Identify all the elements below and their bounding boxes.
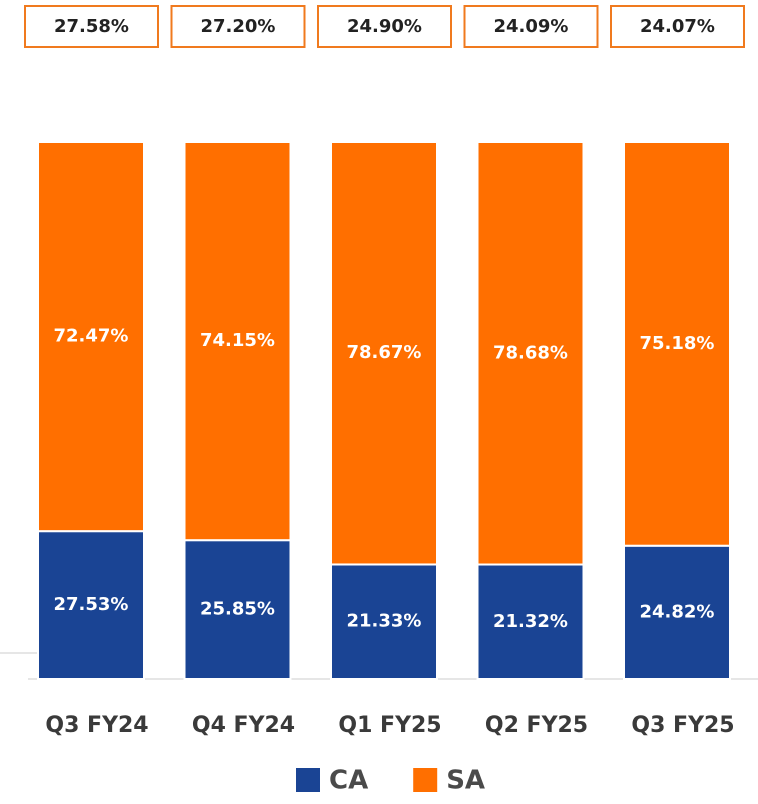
legend-swatch xyxy=(413,768,438,792)
bar-segment xyxy=(183,141,292,542)
annotation-box xyxy=(170,5,306,48)
x-tick-label: Q2 FY25 xyxy=(485,713,588,738)
data-label: 25.85% xyxy=(200,599,275,620)
x-tick-label: Q3 FY25 xyxy=(631,713,734,738)
bar-segment xyxy=(476,141,585,566)
x-tick-label: Q1 FY25 xyxy=(338,713,441,738)
legend-swatch xyxy=(296,768,320,792)
bar-segment xyxy=(623,544,731,681)
data-label: 74.15% xyxy=(200,330,275,351)
annotation-box xyxy=(463,5,599,48)
data-label: 78.68% xyxy=(493,342,568,363)
annotation: 27.20% xyxy=(201,16,276,37)
annotation-box xyxy=(610,5,745,48)
annotation: 24.07% xyxy=(640,16,715,37)
bar-segment xyxy=(37,530,145,680)
bar-segment xyxy=(330,563,438,680)
bar-segment xyxy=(183,539,292,680)
data-label: 21.33% xyxy=(347,611,422,632)
data-label: 78.67% xyxy=(347,342,422,363)
annotation: 27.58% xyxy=(54,16,129,37)
data-label: 27.53% xyxy=(54,594,129,615)
bar-segment xyxy=(37,141,145,533)
legend-label: CA xyxy=(329,766,368,796)
annotation-box xyxy=(317,5,452,48)
x-tick-label: Q4 FY24 xyxy=(192,713,295,738)
data-label: 21.32% xyxy=(493,611,568,632)
bar-segment xyxy=(623,141,731,547)
x-tick-label: Q3 FY24 xyxy=(45,713,148,738)
data-label: 75.18% xyxy=(640,333,715,354)
annotation-box xyxy=(24,5,159,48)
annotation: 24.09% xyxy=(494,16,569,37)
bar-segment xyxy=(330,141,438,566)
data-label: 24.82% xyxy=(640,601,715,622)
legend-label: SA xyxy=(446,766,485,796)
annotation: 24.90% xyxy=(347,16,422,37)
data-label: 72.47% xyxy=(54,326,129,347)
